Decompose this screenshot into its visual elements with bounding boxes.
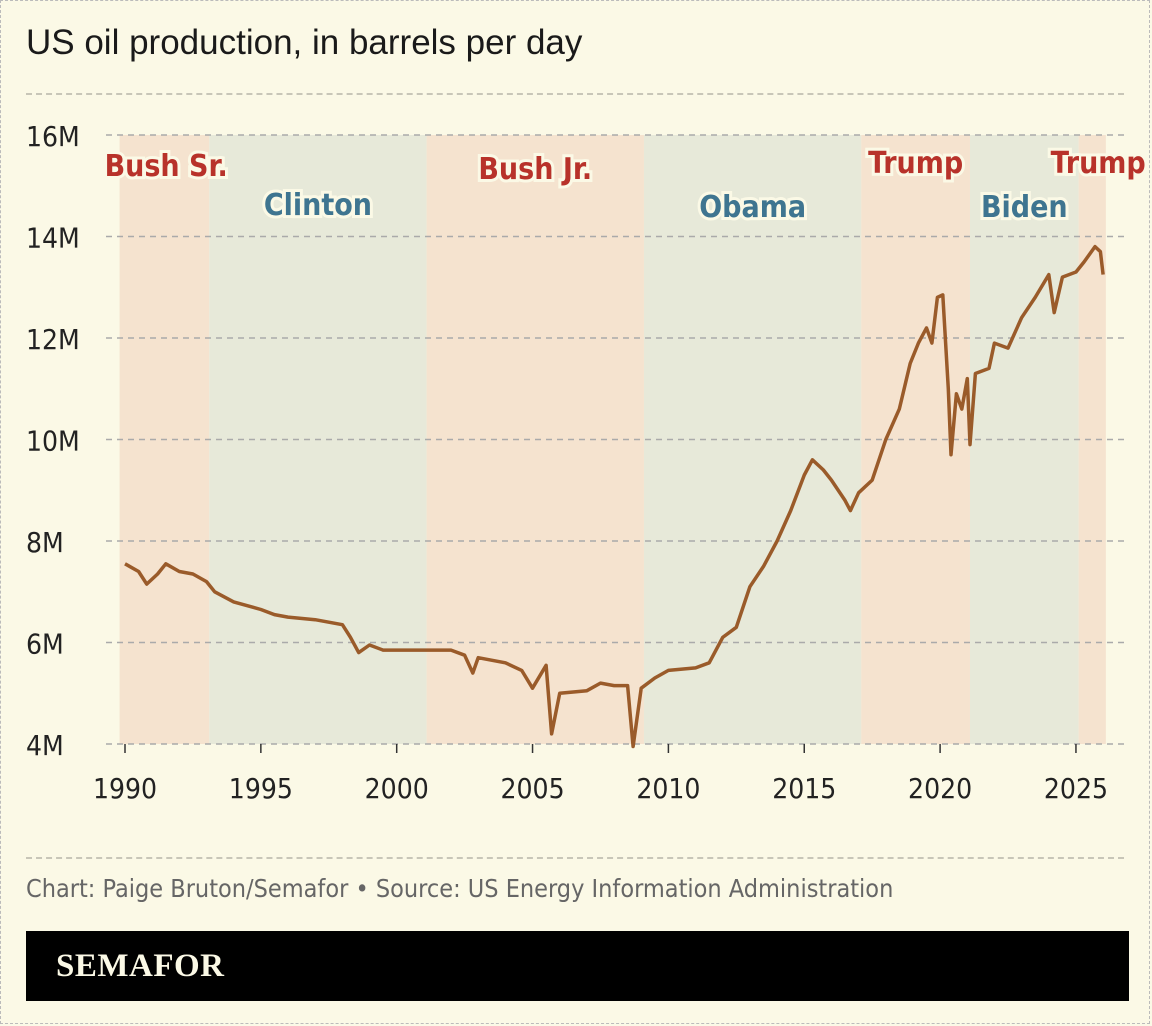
x-tick-label: 2015 bbox=[772, 772, 836, 805]
y-tick-label: 4M bbox=[26, 729, 64, 762]
presidency-label: Obama bbox=[699, 190, 806, 225]
x-tick-label: 2000 bbox=[365, 772, 429, 805]
presidency-label: Clinton bbox=[264, 188, 372, 223]
presidency-label: Trump bbox=[1051, 146, 1146, 181]
presidency-label: Bush Sr. bbox=[105, 149, 228, 184]
x-tick-label: 2010 bbox=[636, 772, 700, 805]
y-tick-label: 16M bbox=[26, 120, 80, 153]
x-tick-label: 2005 bbox=[501, 772, 565, 805]
y-tick-label: 10M bbox=[26, 425, 80, 458]
x-tick-label: 1990 bbox=[93, 772, 157, 805]
source-credit: Chart: Paige Bruton/Semafor • Source: US… bbox=[26, 874, 894, 903]
presidency-label: Bush Jr. bbox=[478, 152, 592, 187]
oil-production-line bbox=[124, 244, 1105, 749]
x-tick-label: 2025 bbox=[1044, 772, 1108, 805]
chart-title: US oil production, in barrels per day bbox=[26, 23, 583, 62]
y-tick-label: 8M bbox=[26, 526, 64, 559]
x-tick-label: 2020 bbox=[908, 772, 972, 805]
y-tick-label: 12M bbox=[26, 323, 80, 356]
presidency-band bbox=[643, 135, 862, 744]
divider bbox=[26, 93, 1124, 95]
semafor-logo: SEMAFOR bbox=[56, 948, 225, 984]
y-tick-label: 14M bbox=[26, 222, 80, 255]
line-chart: 4M 6M 8M 10M 12M 14M 16M 1990 1995 2000 2005 2010 20… bbox=[26, 120, 1149, 805]
presidency-label: Trump bbox=[868, 146, 963, 181]
presidency-label: Biden bbox=[981, 190, 1068, 225]
divider bbox=[26, 857, 1124, 859]
brand-banner: SEMAFOR bbox=[26, 931, 1129, 1001]
y-tick-label: 6M bbox=[26, 628, 64, 661]
x-tick-label: 1995 bbox=[229, 772, 293, 805]
